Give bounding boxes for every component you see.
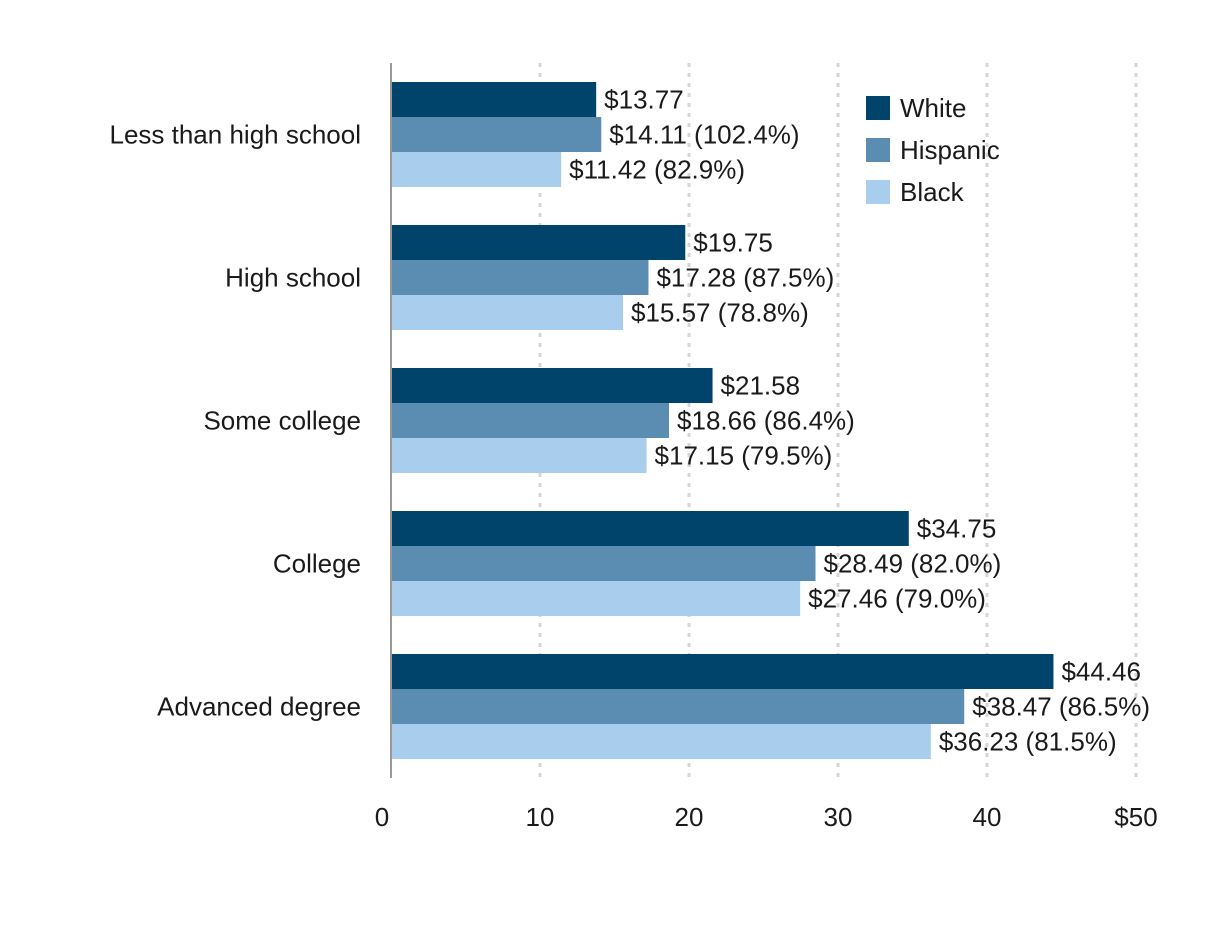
data-label: $17.15 (79.5%) <box>655 441 833 471</box>
category-labels: Less than high school High school Some col… <box>109 120 361 722</box>
bar-white <box>391 511 909 546</box>
data-label: $28.49 (82.0%) <box>824 549 1002 579</box>
bars: $13.77 $14.11 (102.4%) $11.42 (82.9%) $19.7… <box>391 82 1150 759</box>
category-label: College <box>273 549 361 579</box>
legend-label: White <box>900 93 966 123</box>
bar-hispanic <box>391 117 602 152</box>
data-label: $44.46 <box>1061 657 1141 687</box>
legend-swatch <box>866 138 890 162</box>
category-label: Advanced degree <box>157 692 361 722</box>
data-label: $36.23 (81.5%) <box>939 727 1117 757</box>
data-label: $15.57 (78.8%) <box>631 298 809 328</box>
bar-white <box>391 654 1054 689</box>
category-label: Some college <box>203 406 361 436</box>
bar-black <box>391 438 647 473</box>
bar-white <box>391 82 597 117</box>
legend: White Hispanic Black <box>866 93 1000 207</box>
bar-hispanic <box>391 546 816 581</box>
bar-black <box>391 295 623 330</box>
data-label: $14.11 (102.4%) <box>609 120 799 150</box>
bar-black <box>391 581 801 616</box>
bar-hispanic <box>391 403 670 438</box>
bar-hispanic <box>391 689 965 724</box>
category-label: High school <box>225 263 361 293</box>
data-label: $17.28 (87.5%) <box>656 263 834 293</box>
bar-black <box>391 724 931 759</box>
legend-label: Black <box>900 177 965 207</box>
data-label: $27.46 (79.0%) <box>808 584 986 614</box>
x-tick-label: 10 <box>526 802 555 832</box>
x-tick-label: 40 <box>973 802 1002 832</box>
legend-label: Hispanic <box>900 135 1000 165</box>
data-label: $19.75 <box>693 228 773 258</box>
data-label: $18.66 (86.4%) <box>677 406 855 436</box>
x-tick-label: $50 <box>1114 802 1157 832</box>
bar-white <box>391 368 713 403</box>
data-label: $13.77 <box>604 85 684 115</box>
x-tick-labels: 0 10 20 30 40 $50 <box>375 802 1158 832</box>
category-label: Less than high school <box>109 120 361 150</box>
x-tick-label: 20 <box>675 802 704 832</box>
data-label: $34.75 <box>917 514 997 544</box>
bar-black <box>391 152 562 187</box>
bar-white <box>391 225 686 260</box>
data-label: $38.47 (86.5%) <box>972 692 1150 722</box>
legend-swatch <box>866 180 890 204</box>
x-tick-label: 0 <box>375 802 389 832</box>
data-label: $21.58 <box>721 371 801 401</box>
legend-swatch <box>866 96 890 120</box>
data-label: $11.42 (82.9%) <box>569 155 745 185</box>
bar-hispanic <box>391 260 649 295</box>
x-tick-label: 30 <box>824 802 853 832</box>
